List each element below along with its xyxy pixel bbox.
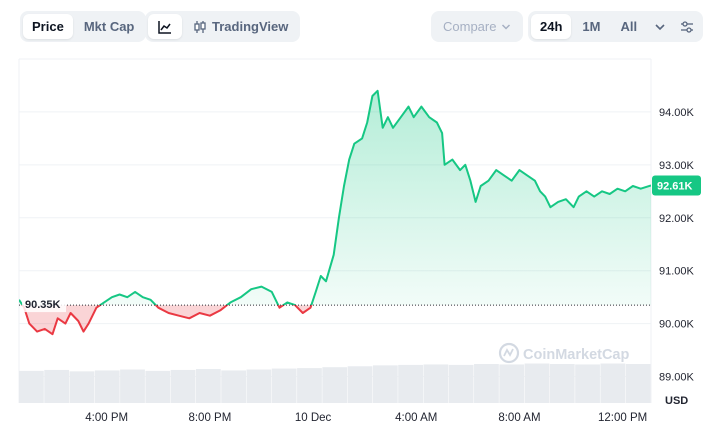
chevron-down-icon <box>655 23 665 30</box>
volume-bar <box>600 363 626 403</box>
volume-bar <box>423 364 449 403</box>
volume-bar <box>94 370 120 403</box>
volume-bar <box>297 368 322 403</box>
reference-price-label: 90.35K <box>25 299 61 311</box>
compare-button[interactable]: Compare <box>434 14 520 39</box>
chart-settings-button[interactable] <box>674 14 700 39</box>
chart-toolbar: Price Mkt Cap TradingView Compare <box>0 0 723 52</box>
tradingview-button[interactable]: TradingView <box>184 14 297 39</box>
volume-bar <box>474 363 499 403</box>
range-all-button[interactable]: All <box>620 19 638 34</box>
coinmarketcap-logo: CoinMarketCap <box>498 342 629 364</box>
compare-dropdown[interactable]: Compare <box>431 11 524 42</box>
candlestick-icon <box>194 20 206 33</box>
reference-label-bg <box>22 296 66 313</box>
x-tick-label: 12:00 PM <box>598 412 647 424</box>
volume-bar <box>195 369 221 403</box>
volume-bar <box>448 364 474 403</box>
y-tick-label: 91.00K <box>659 266 695 278</box>
x-tick-label: 4:00 PM <box>85 412 128 424</box>
range-more-button[interactable] <box>648 14 672 39</box>
volume-bar <box>575 364 600 403</box>
x-tick-label: 8:00 AM <box>498 412 540 424</box>
settings-sliders-icon <box>681 20 694 33</box>
volume-bar <box>372 365 398 403</box>
line-chart-button[interactable] <box>148 14 182 39</box>
volume-bar <box>322 367 348 403</box>
logo-mark <box>498 342 520 364</box>
volume-bar <box>120 369 145 403</box>
x-tick-label: 8:00 PM <box>188 412 231 424</box>
y-tick-label: 90.00K <box>659 319 695 331</box>
price-button[interactable]: Price <box>23 14 73 39</box>
current-price-label: 92.61K <box>657 180 693 192</box>
price-area-up <box>19 90 651 306</box>
volume-bar <box>19 370 44 403</box>
volume-bar <box>221 370 247 403</box>
volume-bar <box>625 363 651 403</box>
volume-bar <box>170 369 196 403</box>
price-line-up <box>19 89 651 306</box>
x-tick-label: 4:00 AM <box>395 412 437 424</box>
volume-bar <box>524 363 550 403</box>
range-24h-button[interactable]: 24h <box>531 14 572 39</box>
line-chart-icon <box>158 20 171 34</box>
y-tick-label: 89.00K <box>659 372 695 384</box>
volume-bar <box>271 368 297 403</box>
chart-style-toggle: TradingView <box>145 11 301 42</box>
logo-wave <box>503 348 514 357</box>
volume-bar <box>347 366 373 403</box>
volume-bar <box>499 364 525 403</box>
x-tick-label: 10 Dec <box>295 412 332 424</box>
y-unit-label: USD <box>665 395 688 407</box>
y-tick-label: 92.00K <box>659 213 695 225</box>
current-price-badge <box>652 175 701 196</box>
metric-toggle: Price Mkt Cap <box>20 11 147 42</box>
volume-bar <box>246 369 272 403</box>
volume-bar <box>145 370 171 403</box>
volume-bar <box>69 371 95 403</box>
volume-bar <box>398 364 423 403</box>
tradingview-label: TradingView <box>212 19 289 34</box>
time-range-toggle: 24h 1M All <box>528 11 704 42</box>
watermark-text: CoinMarketCap <box>523 347 629 363</box>
volume-bar <box>44 369 70 403</box>
volume-bar <box>549 363 575 403</box>
y-tick-label: 94.00K <box>659 107 695 119</box>
y-tick-label: 93.00K <box>659 160 695 172</box>
mktcap-button[interactable]: Mkt Cap <box>83 19 135 34</box>
compare-label: Compare <box>443 19 497 34</box>
range-1m-button[interactable]: 1M <box>582 19 601 34</box>
chevron-down-icon <box>502 23 511 30</box>
